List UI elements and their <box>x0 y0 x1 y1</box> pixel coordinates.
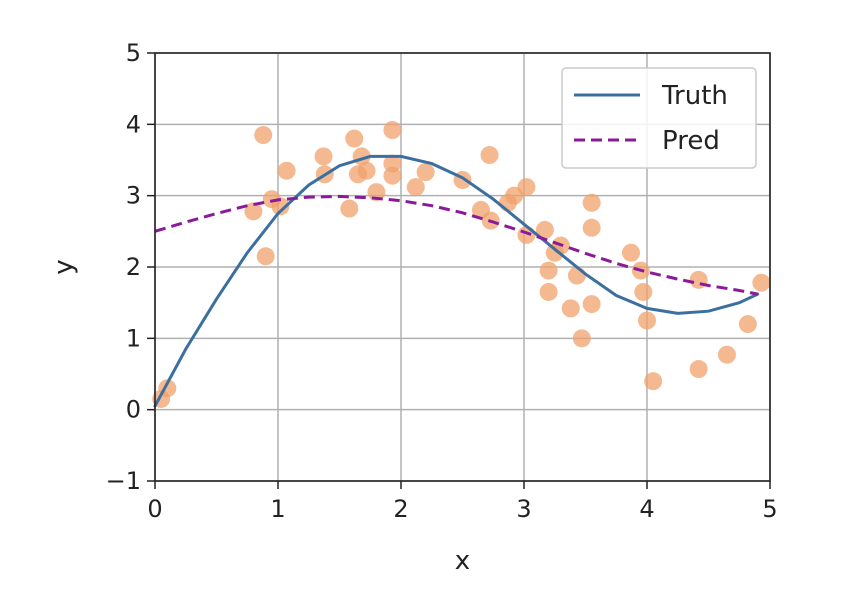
y-tick-label: 2 <box>126 253 141 281</box>
scatter-point <box>345 129 364 148</box>
x-tick-label: 1 <box>270 495 285 523</box>
x-tick-label: 4 <box>639 495 654 523</box>
plot-area <box>152 121 771 408</box>
scatter-point <box>582 218 601 237</box>
scatter-point <box>752 273 771 292</box>
scatter-point <box>517 225 536 244</box>
y-tick-label: 4 <box>126 110 141 138</box>
scatter-point <box>383 121 402 140</box>
y-tick-label: 0 <box>126 396 141 424</box>
scatter-point <box>582 193 601 212</box>
legend-box <box>561 67 757 169</box>
legend-label-truth: Truth <box>661 81 728 111</box>
scatter-point <box>638 311 656 330</box>
scatter-point <box>539 261 558 280</box>
scatter-point <box>535 220 554 239</box>
y-axis-label: y <box>49 259 79 274</box>
scatter-point <box>567 266 586 285</box>
scatter-point <box>738 315 757 334</box>
series-line-pred <box>154 194 758 296</box>
scatter-point <box>622 243 641 262</box>
scatter-point <box>254 126 273 145</box>
scatter-point <box>644 372 663 391</box>
y-tick-label: −1 <box>106 467 141 495</box>
scatter-point <box>561 299 580 318</box>
scatter-point <box>572 329 591 348</box>
legend-label-pred: Pred <box>662 126 720 156</box>
scatter-point <box>340 199 359 218</box>
scatter-point <box>256 247 275 266</box>
y-tick-label: 3 <box>126 182 141 210</box>
scatter-point <box>634 282 653 301</box>
scatter-point <box>383 166 402 185</box>
scatter-point <box>582 295 601 314</box>
x-tick-label: 0 <box>147 495 162 523</box>
x-tick-label: 5 <box>762 495 777 523</box>
scatter-point <box>314 147 333 166</box>
scatter-point <box>689 360 708 379</box>
scatter-point <box>539 282 558 301</box>
scatter-point <box>357 161 376 180</box>
scatter-point <box>406 178 425 197</box>
scatter-point <box>480 146 499 165</box>
scatter-point <box>367 183 386 202</box>
x-tick-label: 3 <box>516 495 531 523</box>
y-tick-label: 5 <box>126 39 141 67</box>
scatter-point <box>271 197 290 216</box>
x-axis-label: x <box>455 546 470 576</box>
scatter-point <box>277 161 296 180</box>
scatter-point <box>717 345 736 364</box>
y-tick-label: 1 <box>126 324 141 352</box>
series-line-truth <box>153 154 760 408</box>
scatter-point <box>416 163 435 182</box>
x-tick-label: 2 <box>393 495 408 523</box>
scatter-point <box>517 178 536 197</box>
legend: Truth Pred <box>561 67 757 169</box>
scatter-point <box>244 202 263 221</box>
